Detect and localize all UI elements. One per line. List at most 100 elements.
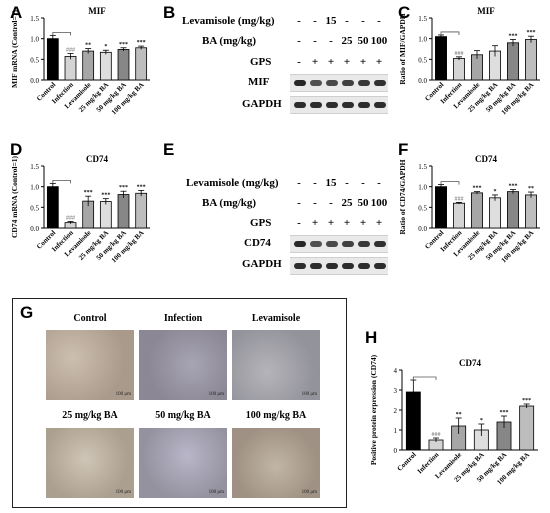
- blot-b-cell: +: [375, 56, 383, 68]
- blot-band: [294, 241, 306, 247]
- bar: [82, 50, 95, 81]
- significance-mark: ***: [84, 190, 93, 196]
- panel-letter-f: F: [398, 140, 409, 159]
- row-label-levamisole: Levamisole (mg/kg): [182, 15, 275, 27]
- blot-band: [342, 241, 354, 247]
- y-tick-label: 1.0: [30, 36, 39, 44]
- significance-mark: ***: [137, 40, 146, 46]
- ihc-label-100-ba: 100 mg/kg BA: [245, 410, 307, 421]
- blot-e-cell: -: [297, 177, 301, 189]
- significance-mark: ***: [509, 184, 518, 190]
- blot-b-cell: +: [343, 56, 351, 68]
- significance-mark: *: [104, 44, 107, 50]
- western-blot-e: Levamisole (mg/kg) BA (mg/kg) GPS CD74 G…: [170, 165, 390, 280]
- band-label-gapdh: GAPDH: [242, 258, 282, 270]
- blot-e-cell: 15: [325, 177, 337, 189]
- band-label-mif: MIF: [248, 76, 270, 88]
- chart-title: CD74: [86, 154, 108, 164]
- band-strip-gapdh: [290, 96, 388, 114]
- y-tick-label: 0.5: [418, 204, 427, 212]
- band-strip-gapdh: [290, 257, 388, 275]
- blot-band: [374, 80, 386, 86]
- y-tick-label: 0: [394, 447, 398, 455]
- blot-band: [358, 80, 370, 86]
- western-blot-b: Levamisole (mg/kg) BA (mg/kg) GPS MIF GA…: [170, 0, 390, 135]
- x-tick-label: Control: [396, 451, 418, 473]
- blot-b-cell: +: [359, 56, 367, 68]
- ihc-label-control: Control: [73, 313, 107, 324]
- blot-band: [342, 263, 354, 269]
- bar: [525, 39, 537, 81]
- ihc-image-control: 100 μm: [46, 330, 134, 400]
- y-tick-label: 0.0: [418, 77, 427, 85]
- chart-title: MIF: [88, 6, 106, 16]
- y-tick-label: 1.5: [30, 15, 39, 23]
- bar: [46, 38, 59, 81]
- scale-bar: 100 μm: [115, 392, 131, 397]
- y-axis-label: Ratio of MIF/GAPDH: [398, 13, 407, 84]
- blot-e-cell: +: [375, 217, 383, 229]
- y-tick-label: 1.5: [418, 15, 427, 23]
- significance-mark: ***: [527, 30, 536, 36]
- scale-bar: 100 μm: [301, 392, 317, 397]
- y-axis-label: Ratio of CD74/GAPDH: [398, 159, 407, 234]
- blot-e-cell: +: [327, 217, 335, 229]
- bar: [135, 192, 148, 229]
- panel-letter-b: B: [163, 3, 176, 22]
- bar: [117, 194, 130, 229]
- bar: [489, 197, 501, 229]
- chart-h-cd74-protein: CD74 0 1 2 3 4 Positive protein erpression (CD…: [369, 354, 538, 486]
- ihc-image-50-ba: 100 μm: [139, 428, 227, 498]
- scale-bar: 100 μm: [208, 392, 224, 397]
- ihc-image-levamisole: 100 μm: [232, 330, 320, 400]
- blot-b-cell: -: [297, 35, 301, 47]
- blot-b-cell: -: [377, 15, 381, 27]
- y-tick-label: 1.0: [30, 184, 39, 192]
- blot-band: [342, 80, 354, 86]
- band-label-gapdh: GAPDH: [242, 98, 282, 110]
- blot-b-cell: -: [313, 35, 317, 47]
- panel-letter-a: A: [10, 3, 23, 22]
- bar: [453, 202, 465, 229]
- bar: [117, 49, 130, 81]
- blot-e-cell: -: [313, 197, 317, 209]
- y-tick-label: 4: [394, 367, 398, 375]
- blot-e-cell: 100: [370, 197, 388, 209]
- bar: [46, 186, 59, 229]
- blot-b-cell: -: [297, 56, 301, 68]
- comparison-bracket: [52, 31, 71, 36]
- blot-band: [358, 102, 370, 108]
- blot-band: [310, 80, 322, 86]
- significance-mark: *: [494, 189, 497, 195]
- blot-band: [358, 263, 370, 269]
- scale-bar: 100 μm: [301, 490, 317, 495]
- bar: [99, 201, 112, 229]
- band-strip-mif: [290, 74, 388, 92]
- y-axis-label: CD74 mRNA (Control=1): [10, 155, 19, 238]
- y-tick-label: 0.5: [30, 56, 39, 64]
- blot-band: [374, 102, 386, 108]
- significance-mark: ***: [500, 410, 509, 416]
- bar: [525, 194, 537, 229]
- blot-b-cell: -: [361, 15, 365, 27]
- panel-letter-e: E: [163, 140, 175, 159]
- ihc-image-infection: 100 μm: [139, 330, 227, 400]
- bar: [471, 192, 483, 229]
- bar: [507, 191, 519, 229]
- scale-bar: 100 μm: [115, 490, 131, 495]
- panel-letter-d: D: [10, 140, 23, 159]
- y-tick-label: 0.0: [30, 225, 39, 233]
- significance-mark: ***: [137, 184, 146, 190]
- blot-band: [326, 263, 338, 269]
- blot-band: [326, 80, 338, 86]
- significance-mark: ***: [522, 398, 531, 404]
- bar: [135, 47, 148, 81]
- blot-band: [310, 263, 322, 269]
- significance-mark: ***: [101, 193, 110, 199]
- y-tick-label: 3: [394, 387, 398, 395]
- comparison-bracket: [440, 181, 460, 185]
- blot-b-cell: 100: [370, 35, 388, 47]
